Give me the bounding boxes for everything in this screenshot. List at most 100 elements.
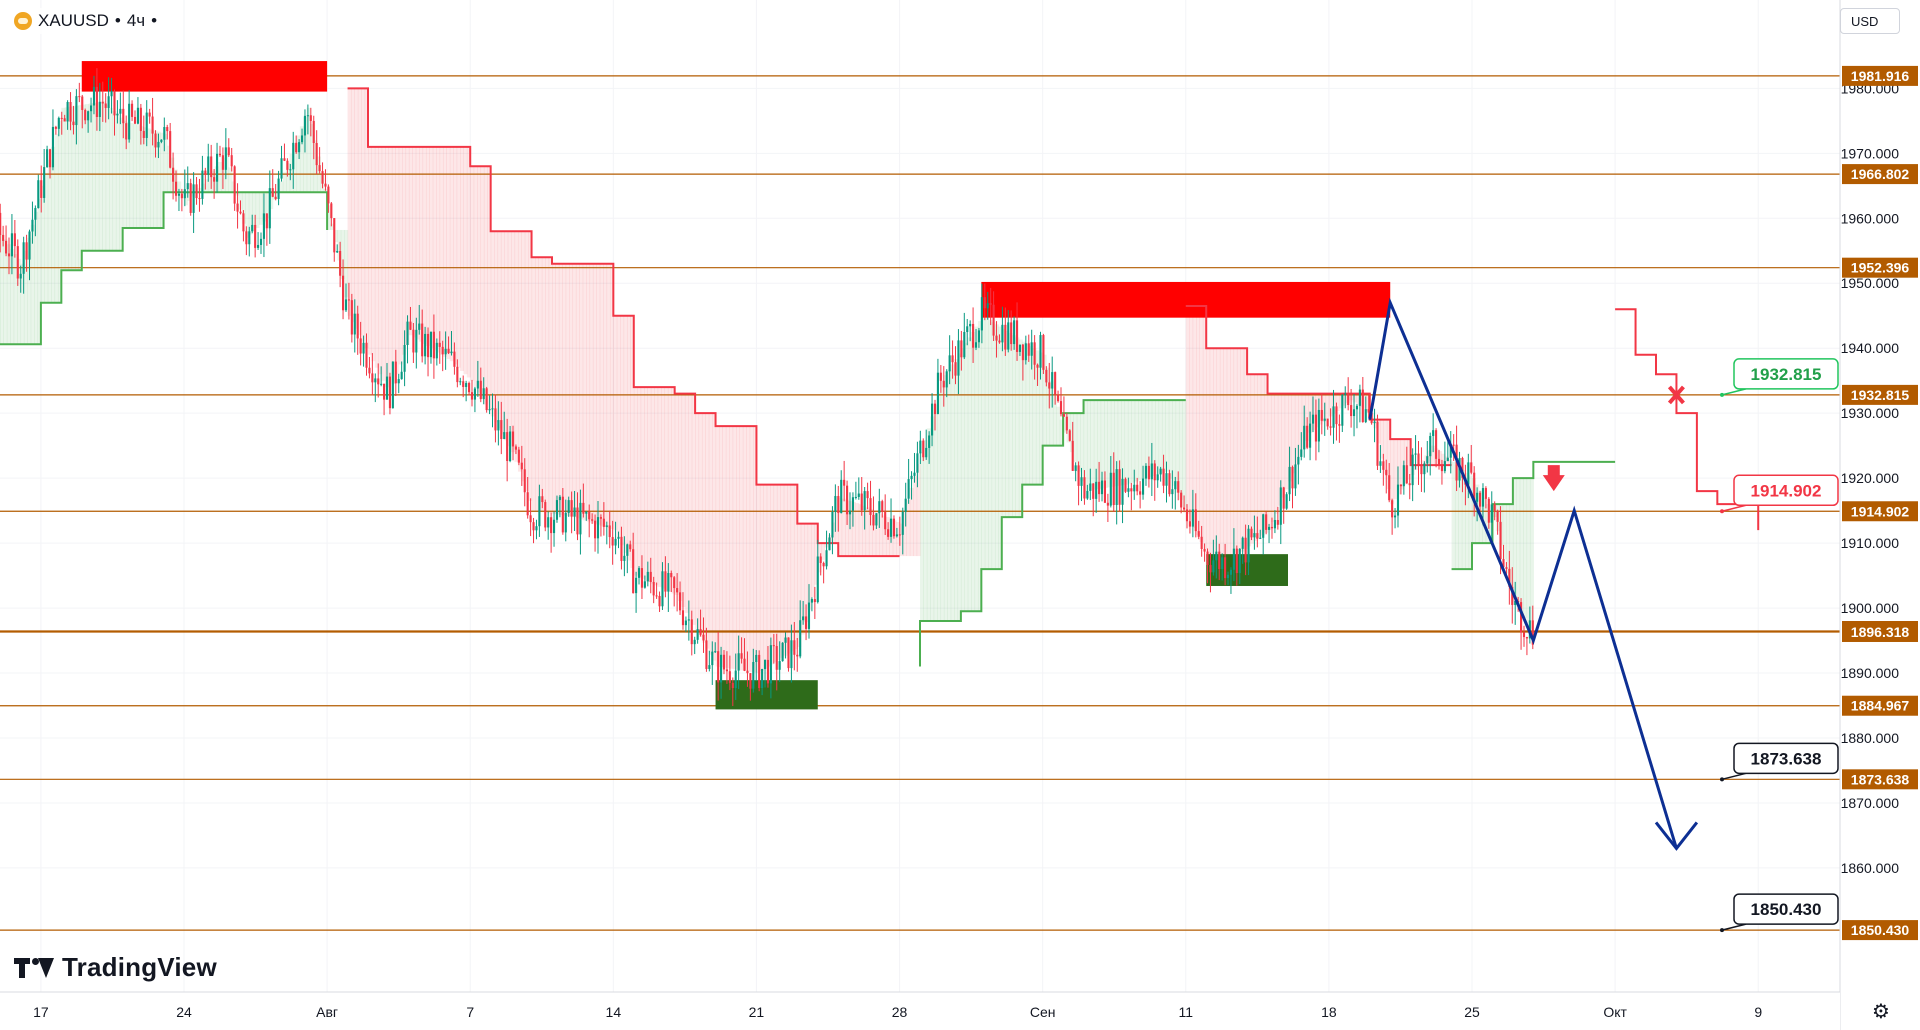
candle-body [1194,509,1197,532]
candle-body [280,158,283,179]
candle-body [403,345,406,372]
candle-body [133,116,137,124]
trend-fill [51,146,56,303]
candle-body [1341,394,1344,426]
candle-body [221,155,224,170]
candle-body [1253,533,1256,538]
trend-fill [1049,380,1054,446]
time-tick-label: 21 [749,1004,765,1020]
candle-body [977,330,981,343]
candle-body [339,251,342,276]
candle-body [63,118,66,122]
level-price-tag [1842,695,1918,716]
candle-body [421,323,424,357]
interval-label[interactable]: 4ч [126,11,146,30]
candle-body [898,534,901,536]
trend-fill [971,331,976,612]
callout-label: 1873.638 [1751,749,1822,768]
candle-body [415,329,418,353]
trend-fill [1124,400,1129,485]
candle-body [75,96,78,126]
trend-fill [146,128,151,229]
candle-body [1394,515,1397,518]
trend-fill [1407,439,1412,480]
trend-fill [902,511,907,557]
candle-body [1470,462,1473,473]
candle-body [690,619,693,645]
trend-fill [1301,393,1306,449]
candle-body [667,573,670,592]
symbol-header[interactable]: XAUUSD • 4ч • [8,8,164,34]
candle-body [1285,494,1288,509]
candle-body [1130,488,1133,492]
trend-fill [136,125,141,229]
candle-body [1001,324,1004,343]
candle-body [866,491,869,499]
candle-body [233,166,236,204]
candle-body [479,380,482,400]
trend-fill [1080,413,1085,482]
candle-body [570,500,573,517]
trend-fill [265,192,270,219]
candle-body [277,178,280,200]
trend-fill [1267,393,1272,531]
trend-fill [463,146,468,375]
trend-fill [1175,400,1180,493]
candle-body [60,117,63,119]
trend-fill [78,105,83,271]
trend-fill [350,88,355,323]
trend-fill [1223,348,1228,562]
candle-body [1118,469,1121,505]
time-tick-label: 9 [1754,1004,1762,1020]
tradingview-brand[interactable]: TradingView [14,950,217,984]
trend-fill [1451,461,1456,570]
trend-fill [1066,413,1071,443]
trend-fill [23,250,28,345]
trend-fill [442,146,447,357]
trend-fill [991,322,996,570]
trend-fill [1015,337,1020,518]
callout-box [1733,742,1839,775]
trend-fill [960,348,965,612]
candle-body [1004,324,1007,350]
candle-body [1226,574,1230,579]
trend-fill [163,133,168,193]
candle-body [388,376,391,409]
candle-body [254,224,257,248]
trend-fill [1253,374,1258,541]
candle-body [377,378,380,385]
trend-fill [626,315,631,561]
trend-fill [691,393,696,625]
candle-body [1259,537,1262,539]
tradingview-logo-icon [14,954,54,980]
candle-body [470,392,474,400]
candle-body [324,183,327,187]
candle-body [1493,504,1496,511]
candle-body [198,198,201,200]
trend-fill [1052,393,1057,446]
candle-body [1514,601,1517,605]
candle-body [207,156,210,175]
trend-fill [879,513,884,557]
candle-body [295,142,298,153]
candle-body [438,342,441,347]
candle-body [813,599,816,603]
currency-button[interactable]: USD [1840,8,1900,34]
trend-fill [749,426,754,672]
trend-fill [569,263,574,517]
level-price-tag [1842,257,1918,278]
candle-body [1068,430,1071,441]
trend-fill [1519,478,1524,613]
trend-fill [1362,393,1367,409]
gold-coin-icon [14,12,32,30]
candle-body [582,502,585,514]
candle-body [1396,484,1400,516]
settings-icon[interactable]: ⚙ [1872,1000,1890,1023]
candle-body [101,101,104,104]
trend-fill [340,229,345,279]
trend-fill [494,231,499,423]
trend-fill [1165,400,1170,472]
candle-body [1059,401,1063,415]
